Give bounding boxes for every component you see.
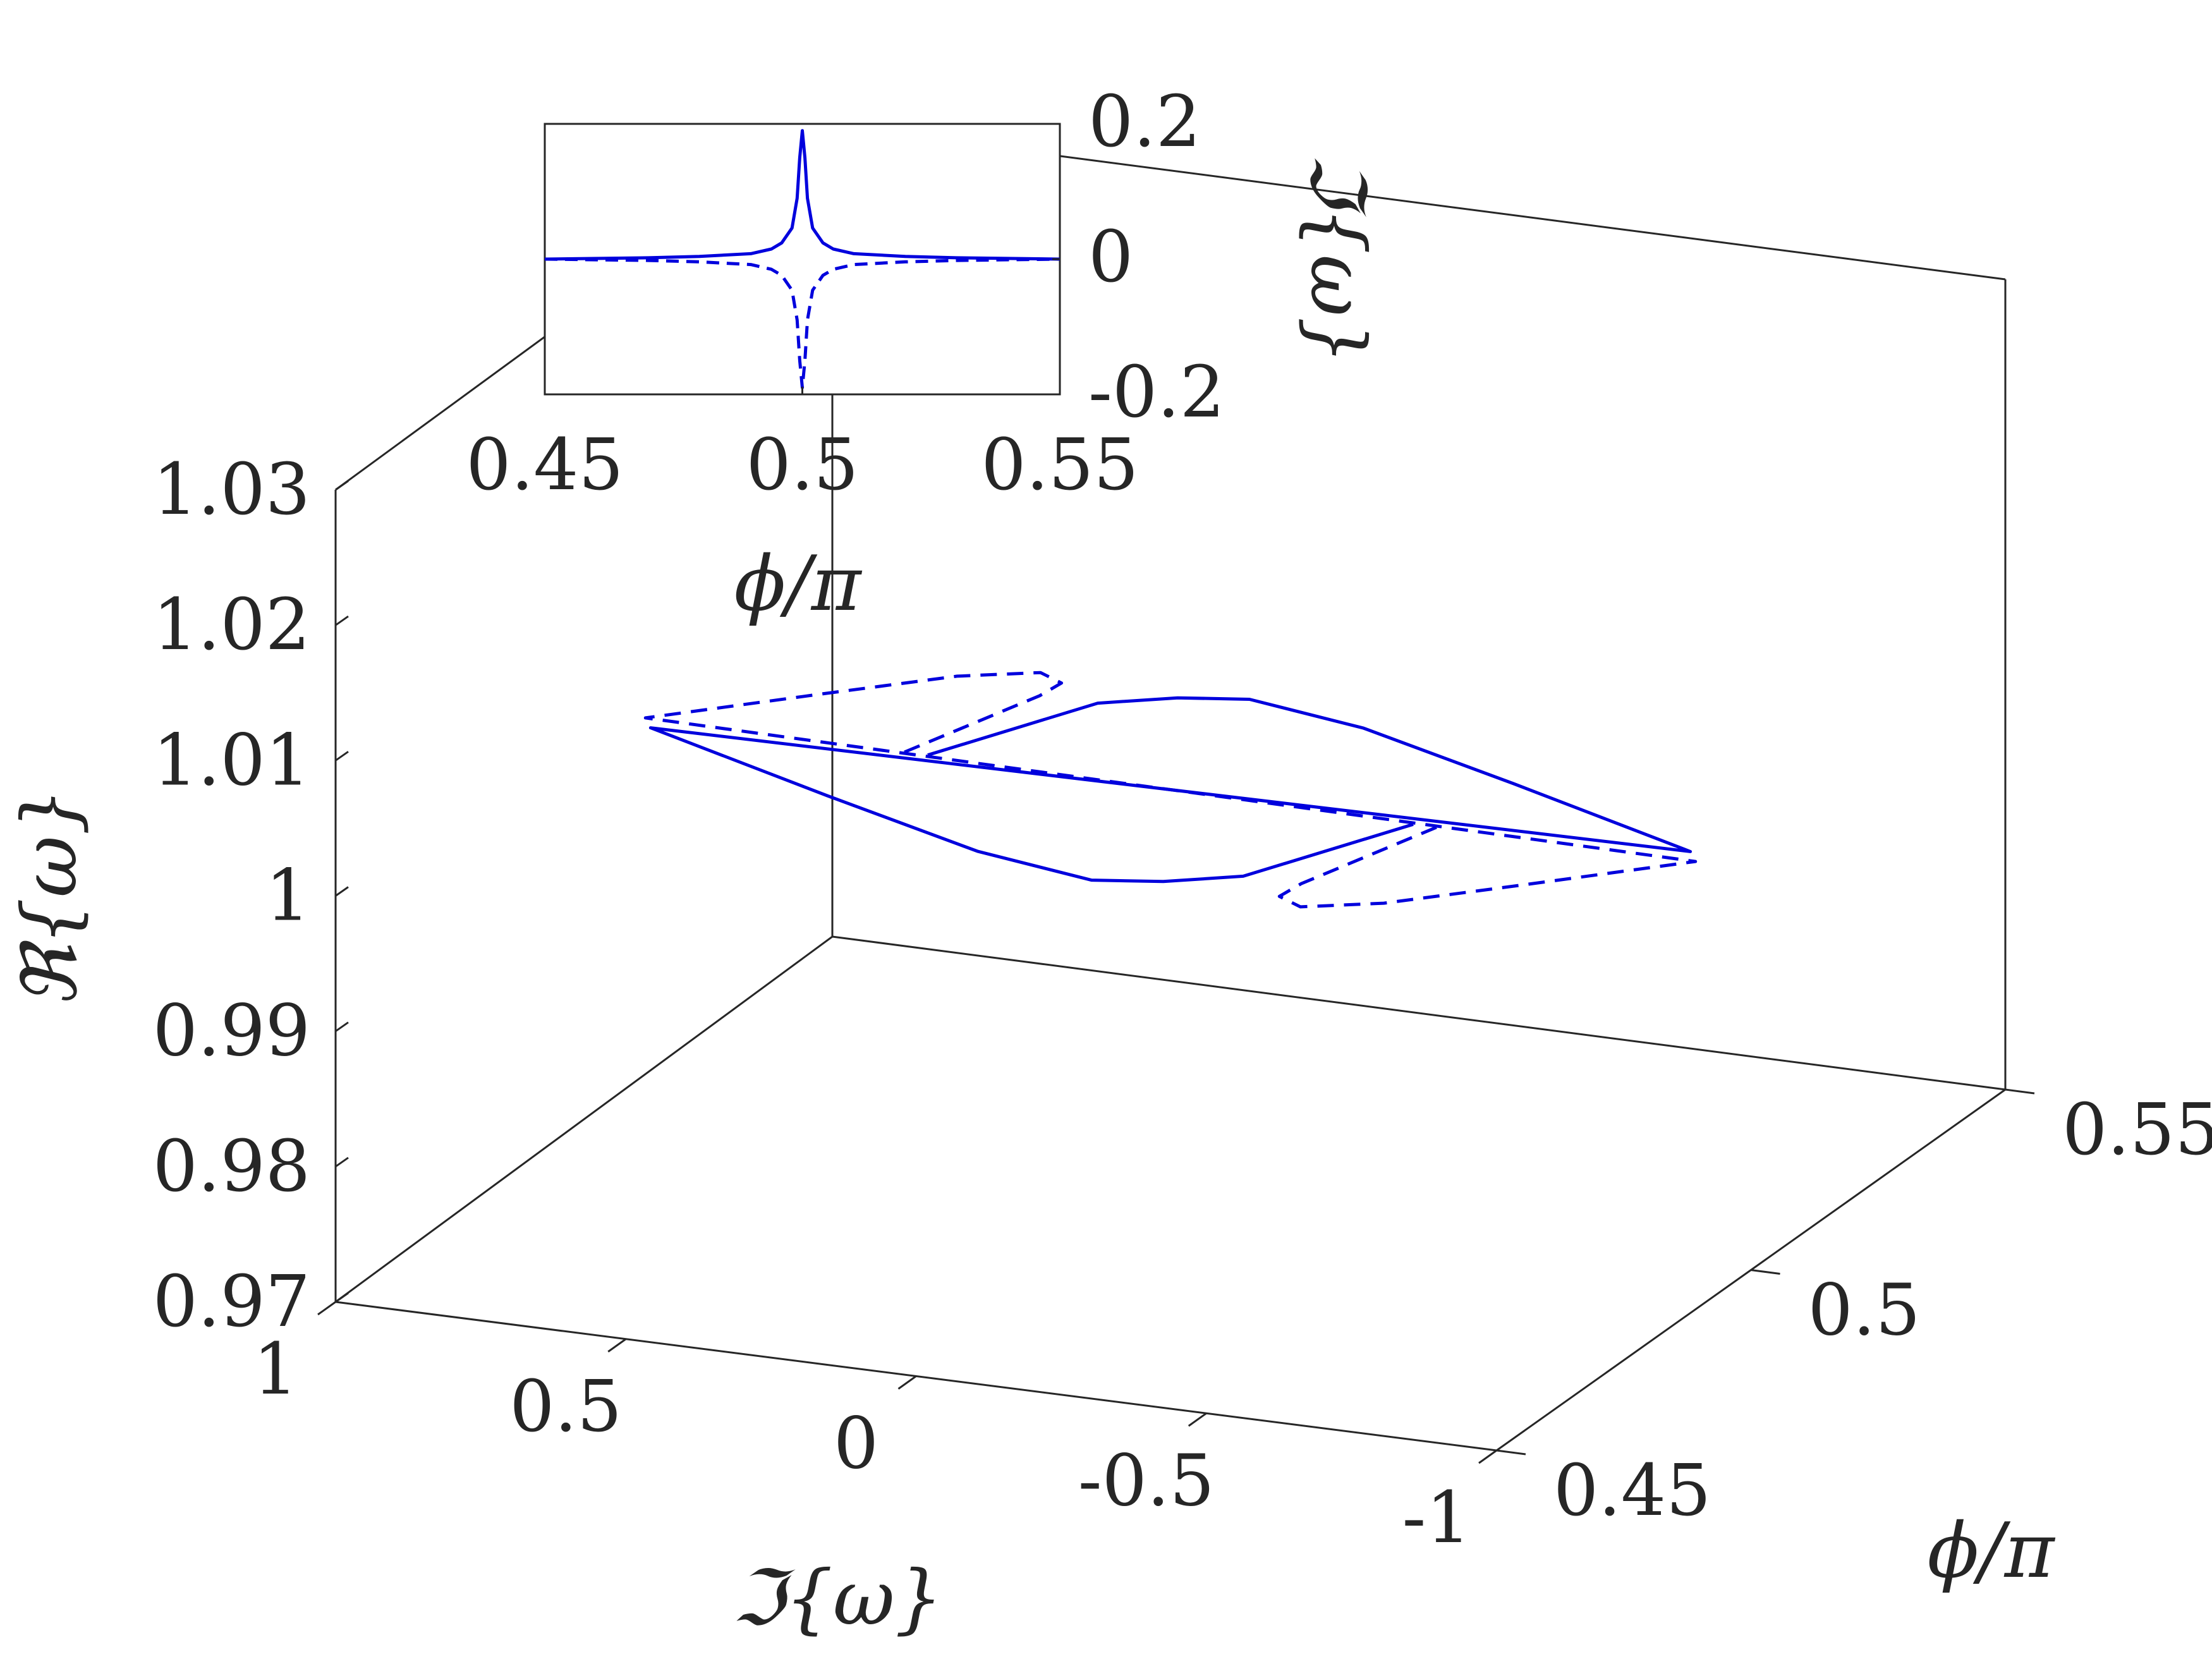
z-tick-label: 0.99	[153, 990, 310, 1073]
inset-y-axis-label: ℑ{ω}	[1293, 154, 1381, 365]
y-tick-mark	[1751, 1269, 1780, 1275]
z-tick-label: 1.01	[153, 719, 310, 801]
x-tick-label: -0.5	[1078, 1440, 1215, 1522]
inset-x-ticks: 0.45 0.5 0.55	[466, 387, 1139, 506]
y-tick-mark	[2005, 1088, 2035, 1095]
x-tick-label: 0.5	[509, 1366, 622, 1448]
back-floor-line-y	[335, 935, 833, 1303]
main-plot-series	[643, 671, 1698, 909]
z-tick-label: 1	[265, 855, 310, 937]
inset-x-tick-label: 0.45	[466, 424, 623, 506]
x-tick-mark	[1188, 1413, 1207, 1427]
x-tick-label: 1	[253, 1328, 298, 1411]
x-tick-mark	[897, 1375, 917, 1390]
y-tick-label: 0.45	[1553, 1450, 1711, 1532]
z-tick-mark	[335, 480, 349, 491]
series-dashed-line	[643, 671, 1698, 909]
x-tick-label: -1	[1402, 1477, 1471, 1559]
z-tick-label: 0.98	[153, 1126, 310, 1208]
x-tick-label: 0	[834, 1403, 878, 1485]
z-tick-mark	[335, 615, 349, 626]
inset-x-tick-label: 0.55	[981, 424, 1138, 506]
inset-series-solid-line	[544, 129, 1060, 261]
inset-y-tick-label: 0.2	[1088, 81, 1201, 163]
z-tick-mark	[335, 1292, 349, 1303]
y-axis-label: ϕ/π	[1927, 1507, 2055, 1595]
z-tick-label: 1.03	[153, 449, 310, 531]
inset-y-ticks: 0.2 0 -0.2	[1052, 81, 1225, 434]
z-axis-ticks: 1.03 1.02 1.01 1 0.99 0.98 0.97	[153, 449, 349, 1343]
y-axis-ticks: 0.45 0.5 0.55	[1496, 1088, 2212, 1532]
x-tick-mark	[317, 1301, 336, 1316]
inset-x-tick-label: 0.5	[746, 424, 858, 506]
z-axis-label: ℜ{ω}	[6, 787, 94, 1007]
y-tick-label: 0.5	[1808, 1270, 1921, 1352]
x-tick-mark	[607, 1338, 627, 1352]
inset-x-axis-label: ϕ/π	[734, 540, 862, 628]
z-tick-label: 0.97	[153, 1261, 310, 1343]
inset-y-tick-label: 0	[1088, 216, 1133, 298]
x-tick-mark	[1478, 1449, 1497, 1464]
inset-plot: 0.45 0.5 0.55 0.2 0 -0.2 ϕ/π ℑ{ω}	[466, 81, 1381, 628]
z-tick-label: 1.02	[153, 584, 310, 666]
z-tick-mark	[335, 1157, 349, 1168]
x-axis-label: ℑ{ω}	[732, 1555, 943, 1643]
y-tick-label: 0.55	[2062, 1089, 2212, 1171]
z-tick-mark	[335, 1021, 349, 1032]
y-tick-mark	[1496, 1449, 1526, 1455]
inset-y-tick-label: -0.2	[1088, 351, 1225, 434]
back-floor-line-x	[832, 935, 2006, 1091]
x-axis-ticks: 1 0.5 0 -0.5 -1	[253, 1301, 1497, 1559]
z-tick-mark	[335, 751, 349, 762]
z-tick-mark	[335, 886, 349, 897]
